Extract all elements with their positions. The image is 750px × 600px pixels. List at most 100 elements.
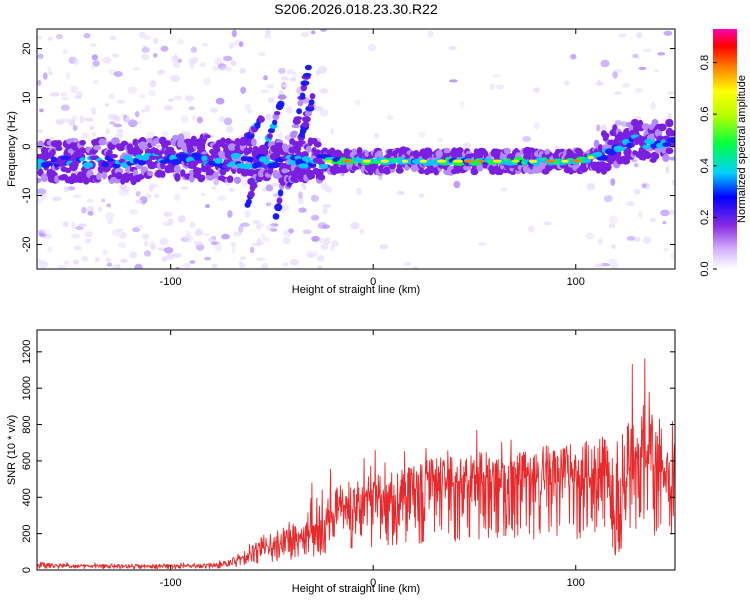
heatmap-cell xyxy=(133,157,140,164)
x-tick-label: 0 xyxy=(370,276,376,288)
colorbar: 0.0 0.2 0.4 0.6 0.8 Normalized spectral ampl… xyxy=(699,29,748,277)
y-tick-label: -20 xyxy=(21,237,33,253)
heatmap-cell xyxy=(120,258,129,263)
heatmap-cell xyxy=(330,128,335,135)
heatmap-cell xyxy=(181,130,186,135)
heatmap-cell xyxy=(125,165,131,174)
heatmap-cell xyxy=(223,117,233,126)
heatmap-cell xyxy=(48,71,54,76)
heatmap-cell xyxy=(600,154,608,161)
heatmap-cell xyxy=(188,57,195,64)
heatmap-cell xyxy=(663,30,673,36)
heatmap-cell xyxy=(62,48,68,54)
heatmap-cell xyxy=(129,209,138,215)
heatmap-cell xyxy=(134,149,144,155)
heatmap-cell xyxy=(38,260,49,269)
heatmap-cell xyxy=(608,215,618,224)
heatmap-cell xyxy=(277,94,287,100)
heatmap-cell xyxy=(650,151,660,161)
heatmap-cell xyxy=(111,229,121,237)
heatmap-cell xyxy=(418,131,426,139)
heatmap-cell xyxy=(282,262,289,267)
heatmap-cell xyxy=(322,207,328,215)
heatmap-cell xyxy=(219,167,227,176)
heatmap-cell xyxy=(310,194,320,203)
snr-panel: -100 0 100 0 200 400 600 800 1000 1200 Height of… xyxy=(6,329,676,595)
heatmap-cell xyxy=(37,79,42,86)
heatmap-cell xyxy=(92,60,100,67)
heatmap-cell xyxy=(146,131,155,140)
heatmap-cell xyxy=(178,215,186,223)
heatmap-cell xyxy=(318,164,329,169)
heatmap-cell xyxy=(437,137,444,142)
heatmap-cell xyxy=(491,74,502,78)
heatmap-cell xyxy=(643,151,652,159)
heatmap-cell xyxy=(531,87,541,93)
heatmap-cell xyxy=(236,167,242,174)
heatmap-cell xyxy=(597,237,604,245)
heatmap-cell xyxy=(626,201,635,207)
heatmap-cell xyxy=(173,164,181,174)
heatmap-cell xyxy=(193,167,202,175)
heatmap-cell xyxy=(642,144,652,150)
heatmap-cell xyxy=(91,132,97,137)
heatmap-cell xyxy=(265,184,274,192)
heatmap-cell xyxy=(162,221,172,227)
heatmap-cell xyxy=(448,45,458,51)
heatmap-cell xyxy=(187,160,199,167)
heatmap-cell xyxy=(162,130,169,137)
heatmap-cell xyxy=(145,193,152,199)
heatmap-cell xyxy=(316,255,325,262)
heatmap-cell xyxy=(280,76,289,81)
heatmap-cell xyxy=(212,172,219,179)
heatmap-cell xyxy=(213,178,220,186)
heatmap-cell xyxy=(477,159,485,163)
heatmap-cell xyxy=(616,146,626,151)
heatmap-cell xyxy=(298,191,303,199)
heatmap-cell xyxy=(522,136,532,142)
heatmap-cell xyxy=(50,92,60,97)
heatmap-cell xyxy=(63,260,69,266)
heatmap-cell xyxy=(241,178,249,187)
heatmap-cell xyxy=(37,197,43,205)
heatmap-cell xyxy=(266,133,273,139)
heatmap-cell xyxy=(306,250,314,258)
heatmap-cell xyxy=(153,37,158,44)
heatmap-cell xyxy=(387,114,394,120)
heatmap-cell xyxy=(263,75,268,81)
heatmap-cell xyxy=(638,210,643,218)
heatmap-cell xyxy=(222,55,233,62)
heatmap-cell xyxy=(667,112,672,119)
heatmap-cell xyxy=(199,62,207,68)
heatmap-cell xyxy=(239,256,247,260)
heatmap-cell xyxy=(135,191,141,197)
heatmap-cell xyxy=(184,131,191,139)
heatmap-cell xyxy=(300,80,310,86)
heatmap-cell xyxy=(233,231,243,236)
spectrogram-xlabel: Height of straight line (km) xyxy=(292,284,420,296)
y-tick-label: 0 xyxy=(21,567,33,573)
heatmap-cell xyxy=(660,209,670,217)
heatmap-cell xyxy=(545,159,556,163)
heatmap-cell xyxy=(289,258,299,266)
heatmap-cell xyxy=(228,42,234,50)
colorbar-label: Normalized spectral amplitude xyxy=(736,75,748,223)
heatmap-cell xyxy=(79,115,85,124)
heatmap-cell xyxy=(246,156,254,163)
heatmap-cell xyxy=(289,77,297,82)
heatmap-cell xyxy=(240,86,247,94)
heatmap-cell xyxy=(143,250,152,257)
heatmap-cell xyxy=(296,108,302,115)
heatmap-cell xyxy=(282,236,291,245)
heatmap-cell xyxy=(239,68,246,74)
heatmap-cell xyxy=(74,245,82,250)
heatmap-cell xyxy=(67,186,76,191)
heatmap-cell xyxy=(607,139,616,146)
colorbar-ticks: 0.0 0.2 0.4 0.6 0.8 xyxy=(699,55,717,277)
heatmap-cell xyxy=(266,84,275,89)
heatmap-cell xyxy=(544,148,551,156)
heatmap-cell xyxy=(543,221,552,226)
heatmap-cell xyxy=(304,64,312,71)
heatmap-cell xyxy=(570,53,577,60)
heatmap-cell xyxy=(97,206,103,212)
